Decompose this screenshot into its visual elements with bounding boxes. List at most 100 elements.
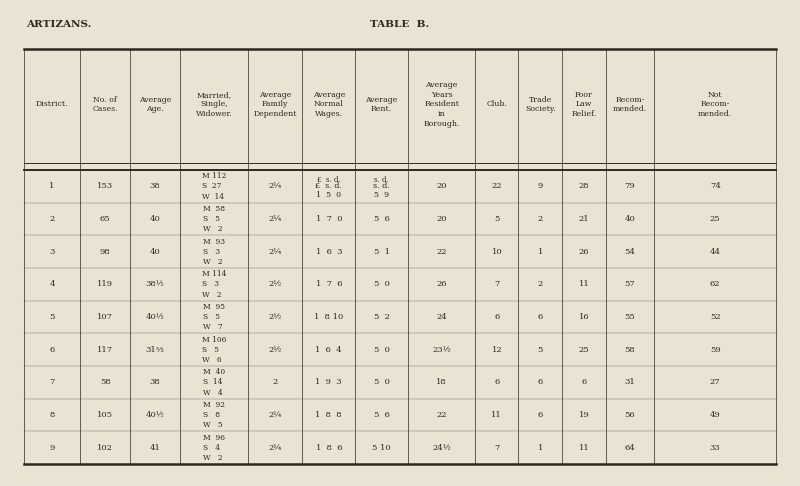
Text: 6: 6 <box>538 411 543 419</box>
Text: 65: 65 <box>100 215 110 223</box>
Text: 5  1: 5 1 <box>374 248 390 256</box>
Text: M  58
S   5
W   2: M 58 S 5 W 2 <box>203 205 225 233</box>
Text: s. d.: s. d. <box>374 176 389 184</box>
Text: 5  0: 5 0 <box>374 379 390 386</box>
Text: Not
Recom-
mended.: Not Recom- mended. <box>698 91 732 118</box>
Text: 1  8  8: 1 8 8 <box>315 411 342 419</box>
Text: Average
Age.: Average Age. <box>139 96 171 113</box>
Text: 6: 6 <box>494 313 499 321</box>
Text: 2: 2 <box>538 215 543 223</box>
Text: 7: 7 <box>50 379 54 386</box>
Text: 41: 41 <box>150 444 161 452</box>
Text: 1  6  3: 1 6 3 <box>315 248 342 256</box>
Text: 40½: 40½ <box>146 313 165 321</box>
Text: 52: 52 <box>710 313 721 321</box>
Text: 74: 74 <box>710 182 721 191</box>
Text: M  95
S   5
W   7: M 95 S 5 W 7 <box>203 303 225 331</box>
Text: 1  8  6: 1 8 6 <box>315 444 342 452</box>
Text: 5  2: 5 2 <box>374 313 390 321</box>
Text: 9: 9 <box>538 182 543 191</box>
Text: 2: 2 <box>50 215 54 223</box>
Text: 1  6  4: 1 6 4 <box>315 346 342 354</box>
Text: 4: 4 <box>50 280 54 289</box>
Text: 2: 2 <box>273 379 278 386</box>
Text: Average
Rent.: Average Rent. <box>366 96 398 113</box>
Text: 6: 6 <box>582 379 586 386</box>
Text: 33: 33 <box>710 444 721 452</box>
Text: 5  6: 5 6 <box>374 215 390 223</box>
Text: 54: 54 <box>625 248 635 256</box>
Text: 40: 40 <box>625 215 635 223</box>
Text: 38½: 38½ <box>146 280 165 289</box>
Text: 117: 117 <box>97 346 114 354</box>
Text: 5: 5 <box>50 313 54 321</box>
Text: District.: District. <box>36 101 68 108</box>
Text: 102: 102 <box>98 444 113 452</box>
Text: 119: 119 <box>97 280 114 289</box>
Text: 6: 6 <box>538 313 543 321</box>
Text: Average
Years
Resident
in
Borough.: Average Years Resident in Borough. <box>423 81 460 128</box>
Text: 24½: 24½ <box>432 444 451 452</box>
Text: 5: 5 <box>538 346 543 354</box>
Text: 3: 3 <box>50 248 54 256</box>
Text: 44: 44 <box>710 248 721 256</box>
Text: 153: 153 <box>97 182 114 191</box>
Text: 49: 49 <box>710 411 721 419</box>
Text: 11: 11 <box>491 411 502 419</box>
Text: Average
Family
Dependent: Average Family Dependent <box>254 91 297 118</box>
Text: 1  7  0: 1 7 0 <box>315 215 342 223</box>
Text: Average
Normal
Wages.: Average Normal Wages. <box>313 91 345 118</box>
Text: 10: 10 <box>491 248 502 256</box>
Text: 5  0: 5 0 <box>374 346 390 354</box>
Text: 19: 19 <box>578 411 590 419</box>
Text: 8: 8 <box>50 411 54 419</box>
Text: 1  7  6: 1 7 6 <box>315 280 342 289</box>
Text: 2¼: 2¼ <box>269 248 282 256</box>
Text: 25: 25 <box>710 215 721 223</box>
Text: 21: 21 <box>578 215 590 223</box>
Text: 2¼: 2¼ <box>269 411 282 419</box>
Text: 25: 25 <box>578 346 590 354</box>
Text: 5 10: 5 10 <box>372 444 391 452</box>
Text: 107: 107 <box>98 313 114 321</box>
Text: 105: 105 <box>98 411 114 419</box>
Text: 64: 64 <box>625 444 635 452</box>
Text: 6: 6 <box>50 346 54 354</box>
Text: 38: 38 <box>150 182 161 191</box>
Text: 20: 20 <box>436 215 447 223</box>
Text: 2½: 2½ <box>269 313 282 321</box>
Text: 11: 11 <box>578 280 590 289</box>
Text: 1  9  3: 1 9 3 <box>315 379 342 386</box>
Text: 9: 9 <box>50 444 54 452</box>
Text: M 106
S   5
W   6: M 106 S 5 W 6 <box>202 336 226 364</box>
Text: 58: 58 <box>625 346 635 354</box>
Text: 22: 22 <box>436 411 447 419</box>
Text: 31⅔: 31⅔ <box>146 346 165 354</box>
Text: 40: 40 <box>150 215 161 223</box>
Text: 1: 1 <box>538 444 543 452</box>
Text: 12: 12 <box>491 346 502 354</box>
Text: 1: 1 <box>50 182 54 191</box>
Text: 26: 26 <box>578 248 590 256</box>
Text: 55: 55 <box>625 313 635 321</box>
Text: 59: 59 <box>710 346 721 354</box>
Text: TABLE  B.: TABLE B. <box>370 20 430 29</box>
Text: 2¼: 2¼ <box>269 182 282 191</box>
Text: 40½: 40½ <box>146 411 165 419</box>
Text: 2¼: 2¼ <box>269 215 282 223</box>
Text: 7: 7 <box>494 280 499 289</box>
Text: Club.: Club. <box>486 101 507 108</box>
Text: 58: 58 <box>100 379 110 386</box>
Text: 20: 20 <box>436 182 447 191</box>
Text: 24: 24 <box>436 313 447 321</box>
Text: M  40
S  14
W   4: M 40 S 14 W 4 <box>203 368 225 397</box>
Text: M 112
S  27
W  14: M 112 S 27 W 14 <box>202 173 226 201</box>
Text: 5  0: 5 0 <box>374 280 390 289</box>
Text: 38: 38 <box>150 379 161 386</box>
Text: s. d.
5  9: s. d. 5 9 <box>374 182 390 199</box>
Text: ARTIZANS.: ARTIZANS. <box>26 20 92 29</box>
Text: 26: 26 <box>436 280 447 289</box>
Text: 5  6: 5 6 <box>374 411 390 419</box>
Text: 1  8 10: 1 8 10 <box>314 313 343 321</box>
Text: Married,
Single,
Widower.: Married, Single, Widower. <box>195 91 233 118</box>
